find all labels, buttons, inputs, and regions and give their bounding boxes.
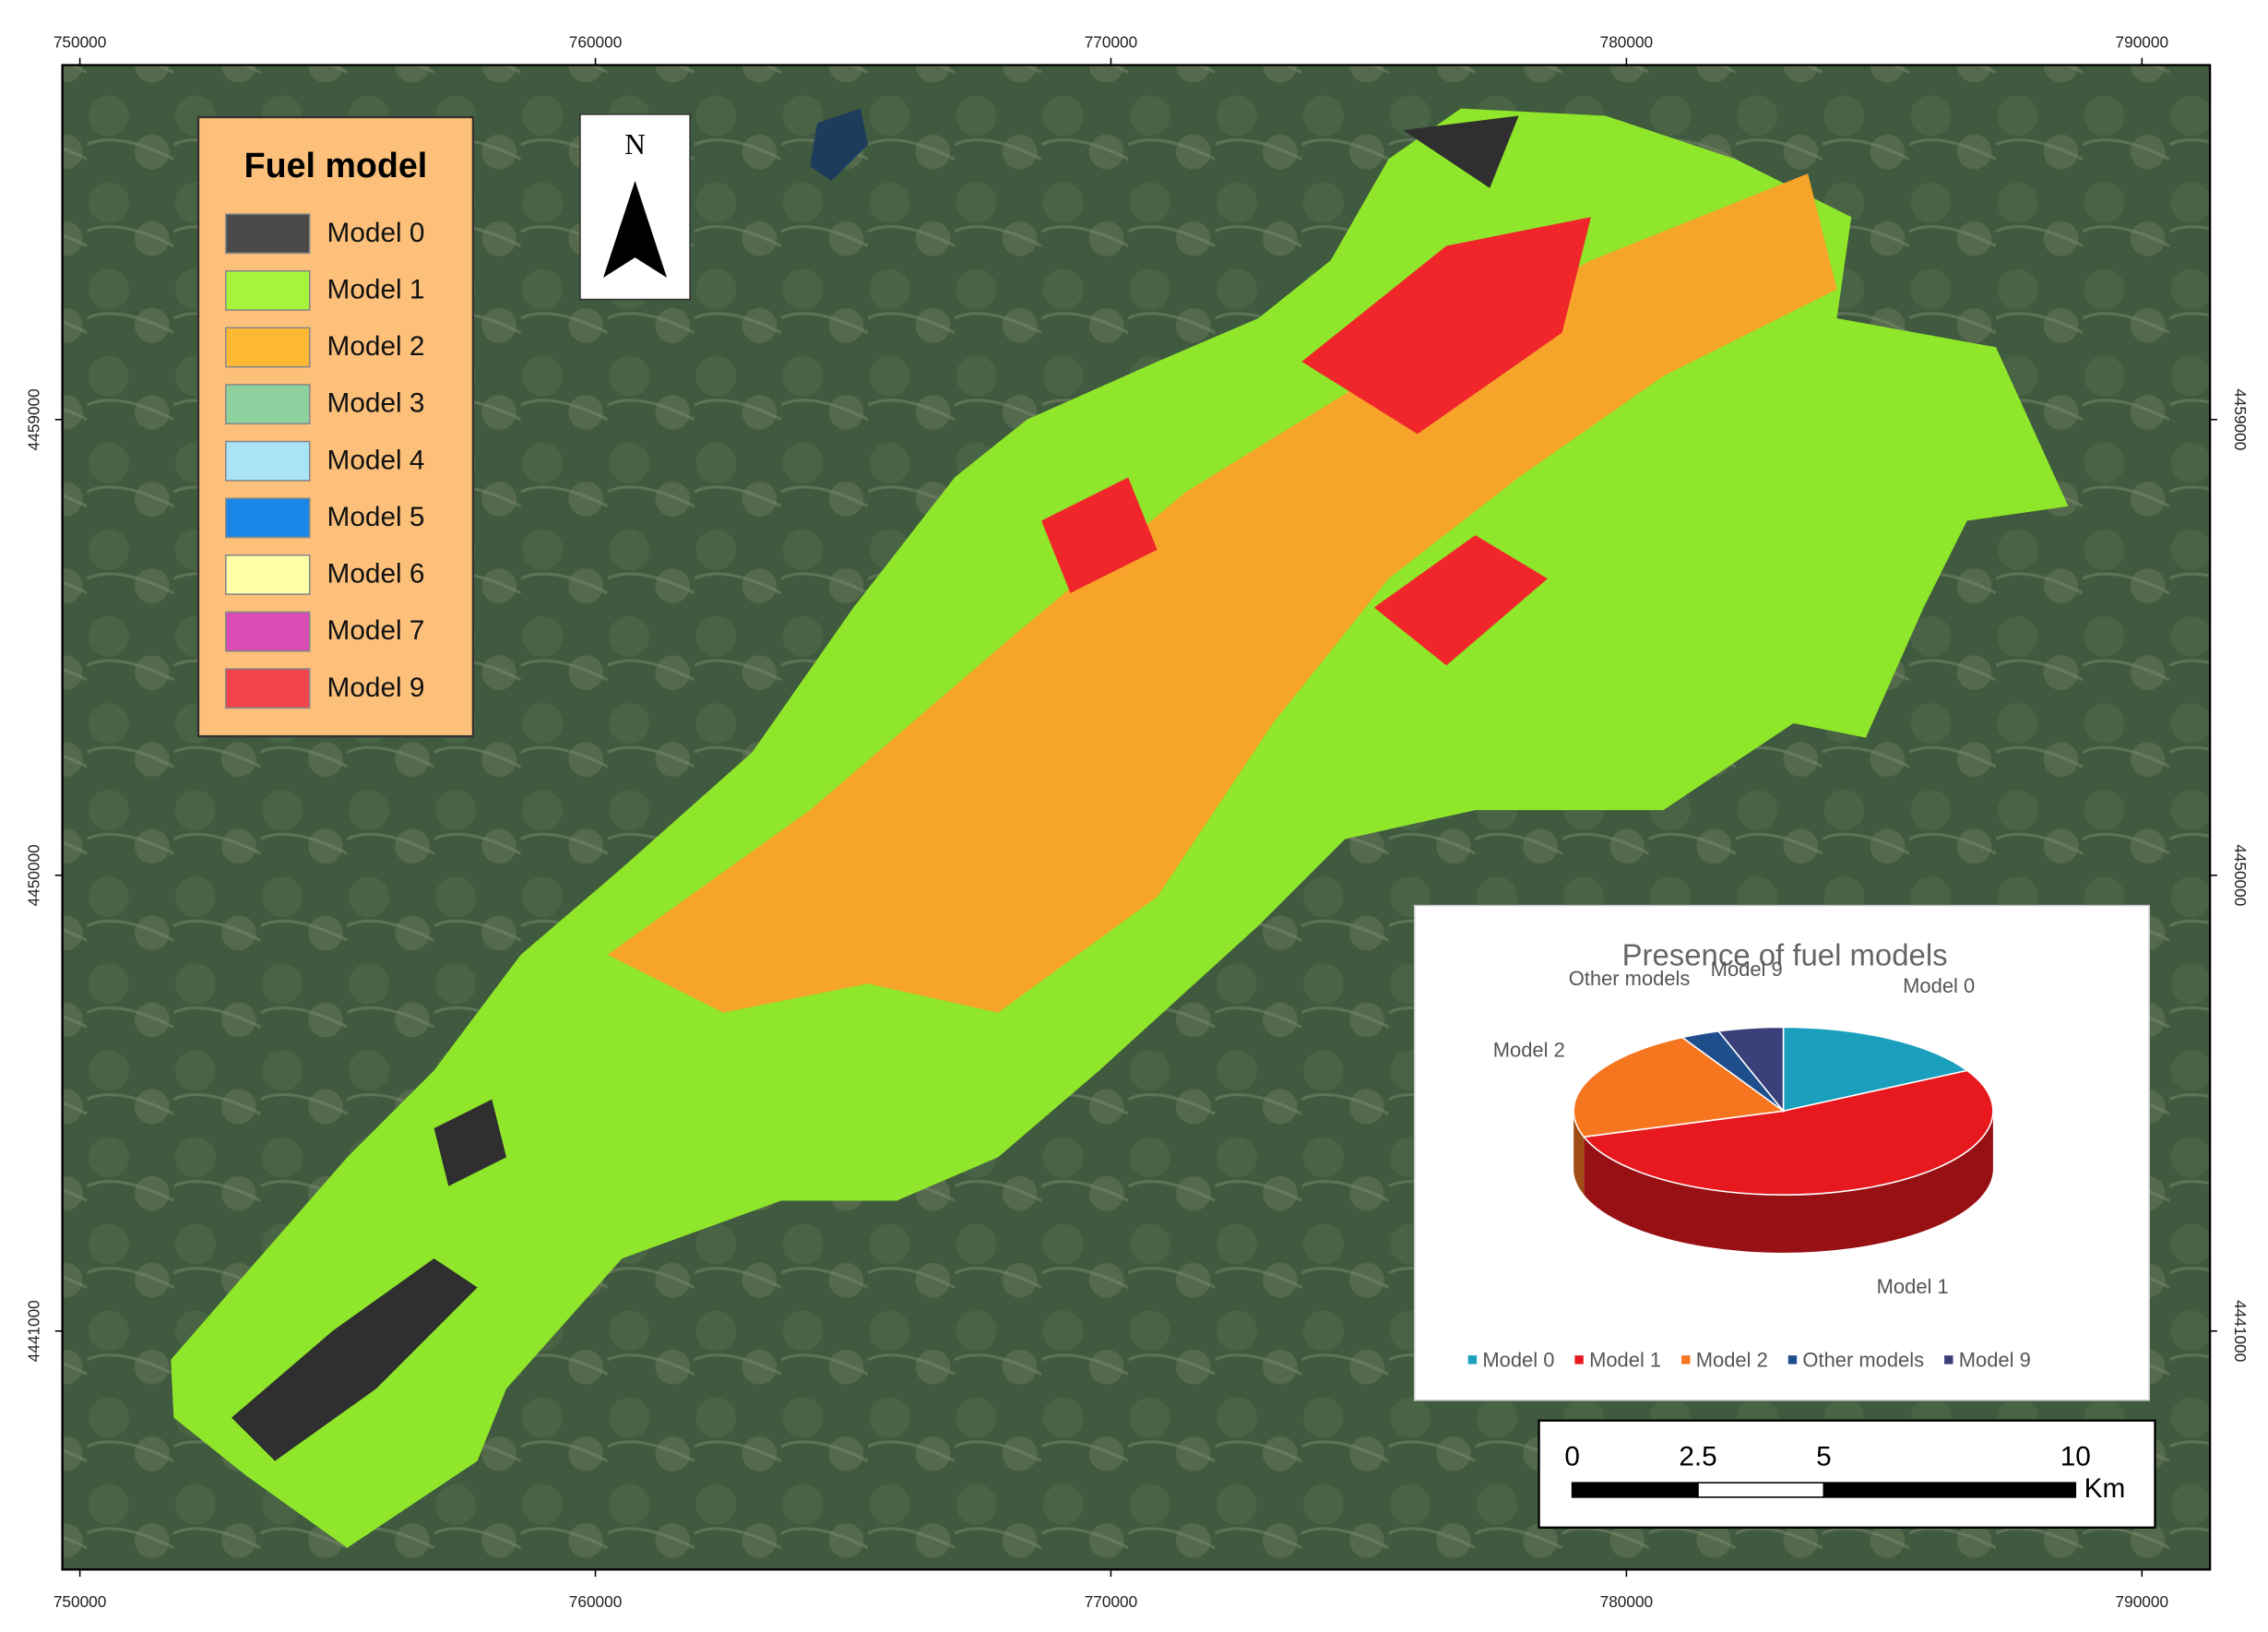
y-tick-label: 4450000 bbox=[2231, 844, 2250, 906]
chart-legend-label: Model 2 bbox=[1696, 1348, 1768, 1371]
y-tick-label: 4459000 bbox=[24, 388, 42, 450]
reservoir bbox=[810, 108, 868, 181]
legend-swatch bbox=[225, 384, 311, 425]
north-arrow: N bbox=[579, 113, 691, 301]
legend-label: Model 9 bbox=[327, 673, 425, 703]
pie-slice bbox=[1716, 1026, 1785, 1114]
chart-legend-swatch bbox=[1467, 1355, 1478, 1364]
chart-legend-label: Model 0 bbox=[1482, 1348, 1554, 1371]
scale-bar-box bbox=[1538, 1419, 2156, 1529]
scale-segment bbox=[1571, 1482, 1699, 1498]
north-arrow-shape bbox=[603, 181, 668, 279]
legend-label: Model 5 bbox=[327, 502, 425, 532]
y-tick-label: 4441000 bbox=[24, 1300, 42, 1362]
legend-label: Model 2 bbox=[327, 331, 425, 362]
x-tick-label: 780000 bbox=[1600, 1592, 1654, 1611]
pie-label: Model 2 bbox=[1493, 1039, 1565, 1062]
chart-legend-label: Other models bbox=[1802, 1348, 1924, 1371]
scale-unit: Km bbox=[2084, 1473, 2126, 1504]
legend-swatch bbox=[225, 668, 311, 709]
pie-label: Model 0 bbox=[1903, 974, 1975, 997]
scale-segment bbox=[1697, 1482, 1825, 1498]
x-tick-label: 760000 bbox=[569, 33, 623, 52]
pie-chart: Presence of fuel models Model 0 Model 1 Mo… bbox=[1413, 904, 2151, 1401]
fuel-model-0-area bbox=[232, 115, 1519, 1461]
legend-swatch bbox=[225, 327, 311, 368]
pie-label: Model 1 bbox=[1877, 1275, 1949, 1298]
chart-legend-label: Model 1 bbox=[1589, 1348, 1661, 1371]
x-tick-label: 790000 bbox=[2116, 1592, 2169, 1611]
chart-legend-swatch bbox=[1574, 1355, 1584, 1364]
scale-label: 5 bbox=[1816, 1441, 1832, 1471]
legend-label: Model 7 bbox=[327, 615, 425, 646]
y-tick-label: 4459000 bbox=[2231, 388, 2250, 450]
legend-label: Model 4 bbox=[327, 445, 425, 475]
legend-swatch bbox=[225, 440, 311, 482]
scale-label: 2.5 bbox=[1679, 1441, 1716, 1471]
map-area bbox=[61, 64, 2212, 1571]
legend-label: Model 6 bbox=[327, 559, 425, 590]
legend-label: Model 1 bbox=[327, 275, 425, 305]
x-tick-label: 770000 bbox=[1085, 33, 1138, 52]
x-tick-label: 790000 bbox=[2116, 33, 2169, 52]
north-label: N bbox=[624, 128, 646, 161]
scale-label: 10 bbox=[2060, 1441, 2091, 1471]
x-tick-label: 750000 bbox=[53, 1592, 107, 1611]
chart-title: Presence of fuel models bbox=[1622, 938, 1948, 972]
fuel-model-2-area bbox=[607, 173, 1837, 1013]
scale-label: 0 bbox=[1564, 1441, 1580, 1471]
y-tick-label: 4450000 bbox=[24, 844, 42, 906]
x-tick-label: 760000 bbox=[569, 1592, 623, 1611]
pie-label: Other models bbox=[1569, 967, 1691, 990]
x-tick-label: 750000 bbox=[53, 33, 107, 52]
chart-legend-label: Model 9 bbox=[1959, 1348, 2031, 1371]
legend-swatch bbox=[225, 611, 311, 652]
pie-slice bbox=[1573, 1036, 1786, 1138]
pie-label: Model 9 bbox=[1711, 958, 1783, 981]
fuel-model-9-area bbox=[1041, 217, 1591, 666]
x-tick-label: 780000 bbox=[1600, 33, 1654, 52]
legend: Fuel model Model 0 Model 1 Model 2 Model 3 M… bbox=[196, 115, 475, 738]
legend-swatch bbox=[225, 213, 311, 255]
catchment bbox=[171, 108, 2069, 1548]
x-tick-label: 770000 bbox=[1085, 1592, 1138, 1611]
pie-slice-side bbox=[1573, 1111, 1585, 1196]
legend-swatch bbox=[225, 554, 311, 595]
pie-slice bbox=[1782, 1026, 1969, 1113]
y-tick-label: 4441000 bbox=[2231, 1300, 2250, 1362]
chart-legend-swatch bbox=[1787, 1355, 1798, 1364]
chart-legend-swatch bbox=[1944, 1355, 1953, 1364]
legend-label: Model 3 bbox=[327, 388, 425, 419]
pie-slice bbox=[1582, 1069, 1994, 1196]
pie-slice-side bbox=[1584, 1111, 1993, 1253]
scale-segment bbox=[1823, 1482, 2077, 1498]
chart-legend-swatch bbox=[1681, 1355, 1691, 1364]
legend-swatch bbox=[225, 497, 311, 539]
legend-title: Fuel model bbox=[244, 146, 428, 185]
legend-swatch bbox=[225, 269, 311, 311]
legend-label: Model 0 bbox=[327, 218, 425, 248]
